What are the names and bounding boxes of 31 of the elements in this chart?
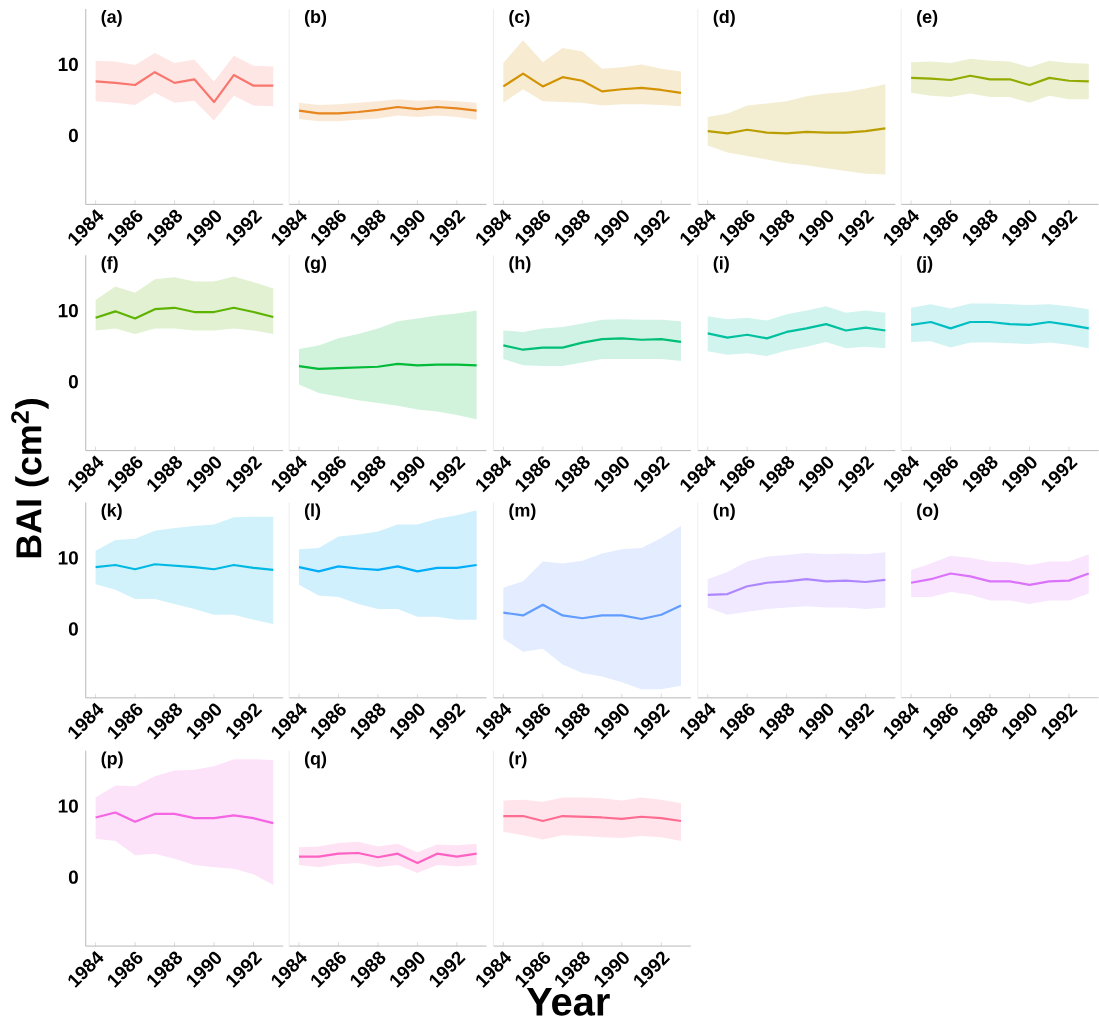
chart-title: (r) [509, 751, 527, 769]
chart-title: (j) [917, 256, 933, 273]
chart-title: (g) [304, 256, 327, 274]
y-tick-label: 0 [68, 870, 78, 884]
chart-title: (h) [509, 256, 531, 273]
y-tick-label: 0 [68, 622, 78, 636]
chart-title: (k) [101, 503, 122, 521]
y-tick-label: 10 [58, 551, 78, 565]
x-axis-title: Year [526, 988, 610, 1016]
chart-title: (i) [713, 256, 729, 273]
y-tick-label: 10 [58, 304, 78, 318]
chart-title: (e) [917, 9, 938, 27]
chart-title: (p) [101, 751, 123, 769]
y-tick-label: 10 [58, 57, 78, 72]
y-tick-label: 0 [68, 375, 78, 389]
chart-title: (q) [304, 751, 327, 769]
chart-title: (f) [101, 256, 118, 273]
line-series [94, 71, 275, 104]
chart-title: (l) [304, 503, 321, 521]
chart-title: (d) [713, 9, 735, 27]
chart-title: (m) [509, 503, 536, 521]
y-tick-label: 10 [58, 799, 78, 813]
chart-title: (a) [101, 9, 122, 27]
line-series [94, 811, 275, 825]
line-series [94, 306, 275, 320]
chart-title: (c) [509, 9, 530, 27]
y-tick-label: 0 [68, 128, 78, 143]
chart-title: (o) [917, 503, 939, 521]
y-axis-title: BAI (cm$^{2}$) [11, 399, 49, 558]
chart-title: (n) [713, 503, 735, 521]
chart-title: (b) [304, 9, 327, 27]
